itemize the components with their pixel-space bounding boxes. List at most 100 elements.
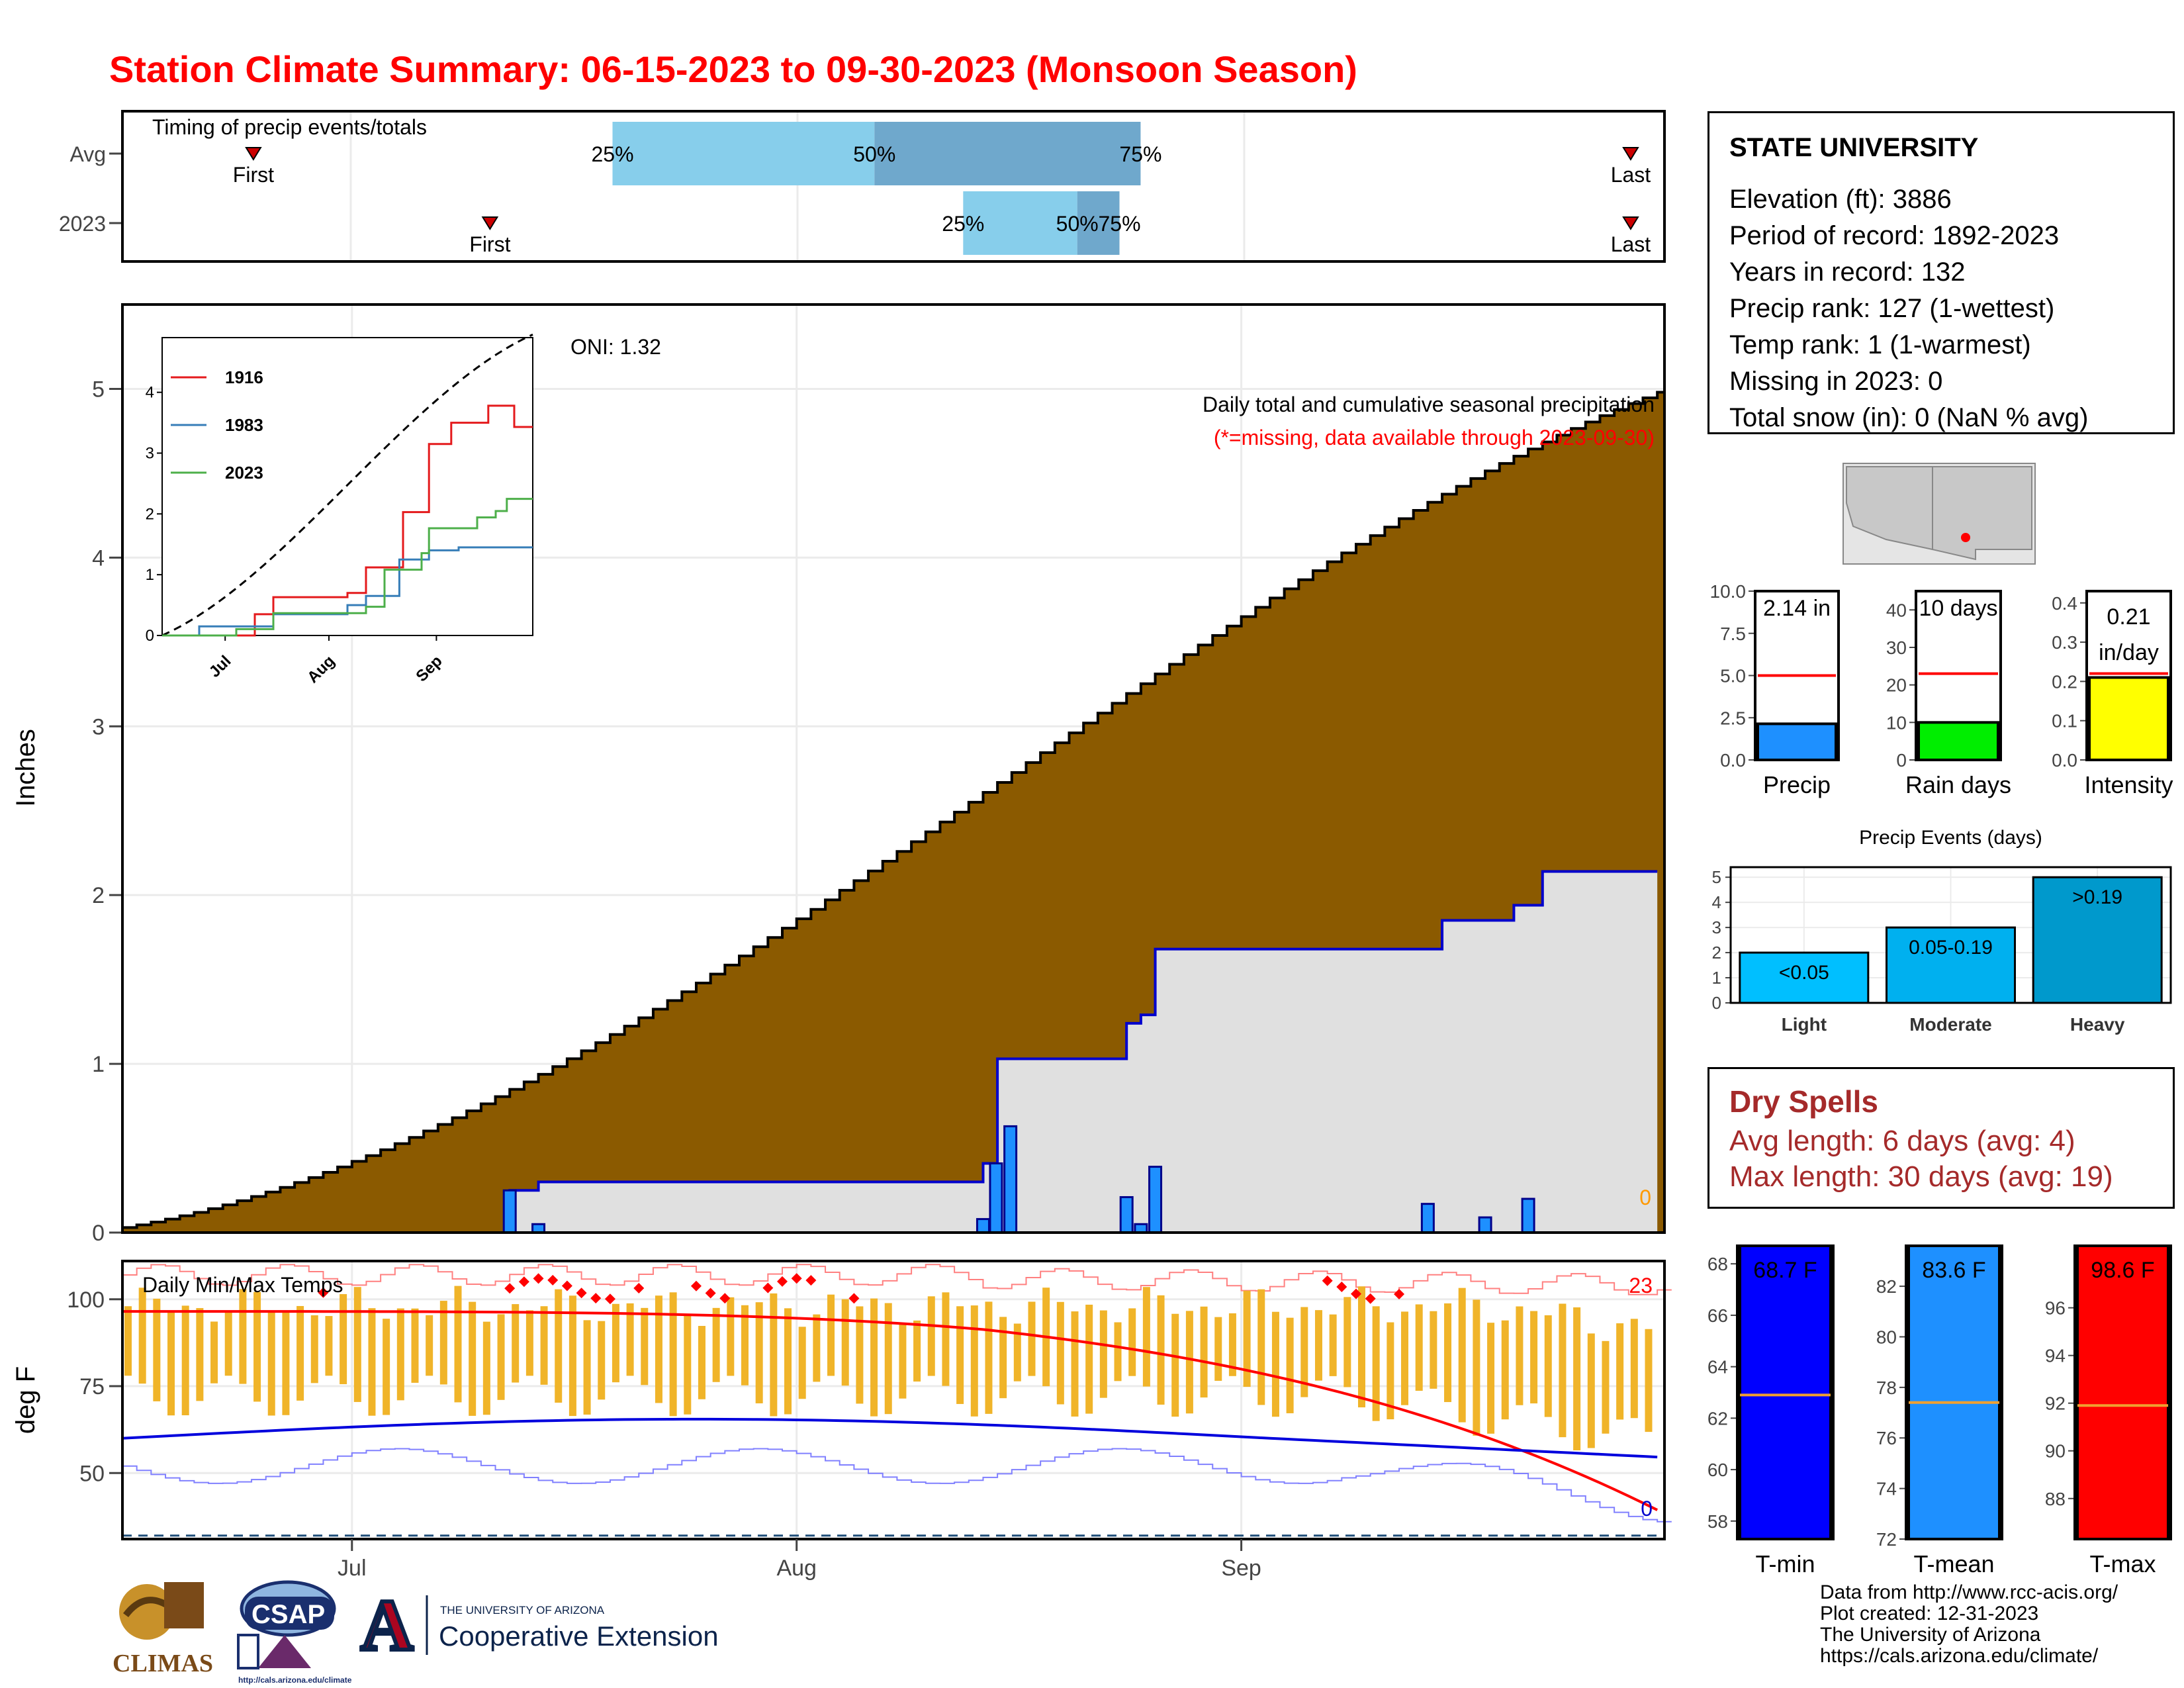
- precip-events-y-tick-label: 2: [1712, 943, 1721, 962]
- map-state-nm: [1932, 466, 2032, 561]
- daily-temp-bar: [1185, 1311, 1193, 1414]
- daily-precip-bar: [1119, 1196, 1134, 1234]
- x-tick-label: Sep: [1221, 1556, 1261, 1581]
- daily-temp-bar: [411, 1308, 419, 1383]
- station-info-box: STATE UNIVERSITY Elevation (ft): 3886 Pe…: [1707, 111, 2175, 434]
- timing-first-marker-icon: [481, 216, 499, 230]
- daily-temp-bar: [899, 1323, 907, 1399]
- inset-y-tick-label: 3: [146, 444, 154, 462]
- precip-events-bar: [2032, 876, 2163, 1004]
- x-tick-label: Jul: [338, 1556, 366, 1581]
- daily-temp-bar: [1430, 1311, 1437, 1389]
- tmean-tile-y-tick-label: 80: [1876, 1327, 1897, 1347]
- intensity-tile: 0.0 0.1 0.2 0.3 0.4 0.21 in/day Intensity: [2052, 590, 2173, 798]
- daily-temp-bar: [927, 1296, 935, 1376]
- daily-temp-bar: [497, 1314, 505, 1400]
- daily-temp-bar: [210, 1321, 218, 1383]
- timing-q25-label: 25%: [591, 142, 633, 166]
- daily-temp-bar: [1085, 1304, 1093, 1414]
- precip-total-tile-y-tick-label: 7.5: [1720, 624, 1746, 644]
- timing-q75-label: 75%: [1098, 212, 1140, 236]
- daily-temp-bar: [138, 1288, 146, 1384]
- csap-logo-url: http://cals.arizona.edu/climate: [238, 1675, 352, 1685]
- record-high-marker-icon: [318, 1287, 329, 1298]
- tmean-tile-y-tick-label: 76: [1876, 1428, 1897, 1448]
- daily-temp-bar: [1214, 1317, 1222, 1381]
- temp-y-tick-label: 100: [67, 1288, 105, 1313]
- daily-temp-bar: [512, 1304, 520, 1383]
- record-high-marker-icon: [719, 1293, 731, 1304]
- daily-precip-bar: [1478, 1216, 1492, 1234]
- daily-temp-bar: [827, 1294, 835, 1376]
- record-high-marker-icon: [590, 1293, 602, 1304]
- inset-legend-label: 1916: [225, 367, 263, 387]
- rain-days-tile-y-tick-label: 30: [1886, 637, 1907, 658]
- precip-total-tile-y-tick-label: 5.0: [1720, 666, 1746, 686]
- daily-temp-bar: [755, 1302, 763, 1403]
- precip-events-bar: [1886, 926, 2016, 1004]
- timing-first-marker-icon: [245, 147, 262, 161]
- daily-temp-bar: [1171, 1313, 1179, 1417]
- inset-panel: [161, 337, 533, 636]
- daily-temp-bar: [1228, 1313, 1236, 1376]
- station-elevation: Elevation (ft): 3886: [1729, 185, 1952, 214]
- precip-events-bar: [1739, 951, 1870, 1004]
- cumulative-2023-line: [495, 870, 1658, 1234]
- record-high-line: [122, 1264, 1672, 1295]
- temp-panel-frame: [121, 1260, 1666, 1540]
- daily-temp-bar: [196, 1308, 204, 1401]
- daily-temp-bar: [540, 1306, 548, 1385]
- precip-events-category-label: Heavy: [2070, 1014, 2125, 1035]
- daily-temp-bar: [1243, 1290, 1251, 1387]
- daily-temp-bar: [970, 1305, 978, 1417]
- csap-logo-text: CSAP: [251, 1600, 325, 1629]
- oni-label: ONI: 1.32: [570, 335, 661, 359]
- logos: CLIMAS CSAP http://cals.arizona.edu/clim…: [113, 1580, 719, 1685]
- record-high-marker-icon: [762, 1282, 774, 1293]
- daily-temp-bar: [340, 1293, 347, 1385]
- tmax-tile-y-tick-label: 94: [2045, 1346, 2066, 1366]
- daily-temp-bar: [555, 1289, 563, 1403]
- daily-temp-bar: [1401, 1311, 1409, 1405]
- credit-url: https://cals.arizona.edu/climate/: [1820, 1645, 2099, 1667]
- tmin-tile-y-tick-label: 60: [1707, 1460, 1728, 1480]
- rain-days-tile-y-tick-label: 0: [1896, 750, 1907, 771]
- record-high-marker-icon: [848, 1293, 860, 1304]
- daily-temp-bar: [1458, 1288, 1466, 1423]
- tmax-tile-y-tick-label: 92: [2045, 1393, 2066, 1414]
- avg-tmax-line: [122, 1310, 1659, 1511]
- tmean-tile-y-tick-label: 74: [1876, 1479, 1897, 1499]
- daily-temp-bar: [1387, 1322, 1394, 1420]
- ua-logo-line1: THE UNIVERSITY OF ARIZONA: [440, 1604, 605, 1617]
- tmean-tile-y-tick-label: 82: [1876, 1276, 1897, 1297]
- station-location-marker-icon: [1961, 533, 1970, 542]
- record-low-count-label: 0: [1641, 1497, 1653, 1521]
- precip-events-bar-label: <0.05: [1779, 962, 1829, 984]
- daily-temp-bar: [1071, 1311, 1079, 1417]
- climas-logo-text: CLIMAS: [113, 1650, 213, 1677]
- record-high-marker-icon: [633, 1282, 645, 1293]
- daily-temp-bar: [770, 1293, 778, 1417]
- inset-y-tick-label: 1: [146, 566, 154, 584]
- timing-last-label: Last: [1611, 232, 1651, 256]
- location-map: [1843, 463, 2036, 565]
- daily-temp-bar: [525, 1310, 533, 1376]
- credit-plot-date: Plot created: 12-31-2023: [1820, 1603, 2039, 1624]
- daily-temp-bar: [813, 1314, 821, 1382]
- station-years: Years in record: 132: [1729, 258, 1966, 287]
- tmean-tile-y-tick-label: 72: [1876, 1529, 1897, 1550]
- daily-precip-bar: [989, 1162, 1003, 1234]
- record-high-marker-icon: [805, 1275, 817, 1286]
- ua-block-a-icon: A: [361, 1585, 413, 1665]
- rain-days-tile-category-label: Rain days: [1905, 771, 2011, 798]
- ua-logo: A THE UNIVERSITY OF ARIZONA Cooperative …: [359, 1583, 719, 1667]
- tmin-tile-y-tick-label: 66: [1707, 1305, 1728, 1326]
- intensity-tile-y-tick-label: 0.3: [2052, 632, 2077, 653]
- timing-q50-label: 50%: [853, 142, 895, 166]
- daily-temp-bar: [669, 1292, 677, 1417]
- tmin-tile-category-label: T-min: [1756, 1550, 1815, 1577]
- precip-y-tick-label: 0: [92, 1221, 105, 1246]
- precip-events-y-tick-label: 1: [1712, 968, 1721, 988]
- daily-temp-bar: [454, 1286, 462, 1403]
